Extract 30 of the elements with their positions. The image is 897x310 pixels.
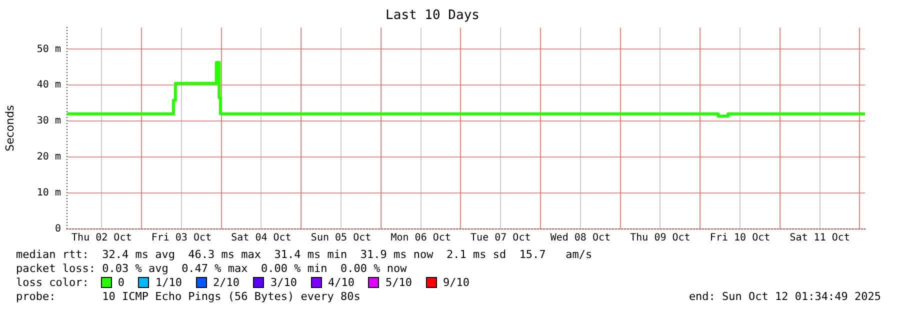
y-tick-label: 40 m [36,80,61,91]
x-tick-label: Wed 08 Oct [550,232,611,244]
legend-label: 5/10 [385,276,412,289]
text: packet loss: 0.03 % avg 0.47 % max 0.00 % min 0.00 % now [16,262,407,275]
y-axis-title: Seconds [3,104,16,152]
legend-label: 0 [118,276,124,289]
x-tick-label: Thu 09 Oct [630,232,690,244]
legend-label: 3/10 [270,276,297,289]
x-tick-label: Sat 11 Oct [790,232,850,244]
y-tick-label: 50 m [36,44,61,55]
x-tick-label: Sat 04 Oct [231,232,292,244]
y-tick-label: 0 [54,224,61,235]
chart-title: Last 10 Days [386,8,480,24]
text: end: Sun Oct 12 01:34:49 2025 [688,290,881,303]
x-tick-label: Sun 05 Oct [310,232,372,244]
legend-label: 1/10 [155,276,182,289]
x-tick-label: Fri 03 Oct [151,232,212,244]
x-tick-label: Thu 02 Oct [72,232,132,244]
legend-title: loss color: [16,276,89,289]
y-tick-label: 10 m [36,188,61,199]
legend-label: 2/10 [212,276,240,289]
legend-label: 4/10 [328,276,354,289]
x-tick-label: Tue 07 Oct [470,232,531,244]
x-tick-label: Fri 10 Oct [710,232,770,244]
legend-label: 9/10 [442,276,470,289]
x-tick-label: Mon 06 Oct [390,232,451,244]
text: median rtt: 32.4 ms avg 46.3 ms max 31.4 ms min 31.9 ms now 2.1 ms sd 15.7 am/s [16,248,592,261]
text: probe: 10 ICMP Echo Pings (56 Bytes) every 80s [16,290,360,303]
y-tick-label: 30 m [36,116,61,127]
y-tick-label: 20 m [36,152,61,163]
